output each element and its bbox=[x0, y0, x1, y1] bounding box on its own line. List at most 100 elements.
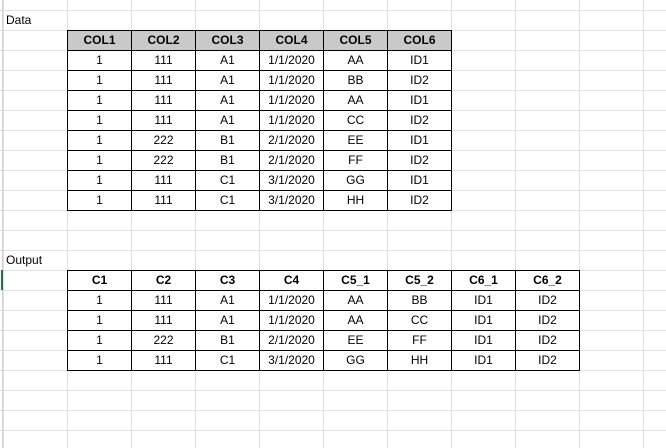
table-cell[interactable]: ID2 bbox=[515, 310, 580, 331]
table-cell[interactable]: EE bbox=[323, 330, 388, 351]
table-cell[interactable]: 1 bbox=[67, 310, 132, 331]
table-cell[interactable]: GG bbox=[323, 170, 388, 191]
table-cell[interactable]: ID1 bbox=[387, 90, 452, 111]
table-cell[interactable]: HH bbox=[323, 190, 388, 211]
table-cell[interactable]: ID2 bbox=[515, 290, 580, 311]
table-cell[interactable]: 111 bbox=[131, 310, 196, 331]
table-cell[interactable]: 1 bbox=[67, 70, 132, 91]
table-cell[interactable]: 111 bbox=[131, 290, 196, 311]
table-cell[interactable]: 1 bbox=[67, 110, 132, 131]
table-cell[interactable]: 222 bbox=[131, 130, 196, 151]
table-cell[interactable]: GG bbox=[323, 350, 388, 371]
table-cell[interactable]: A1 bbox=[195, 290, 260, 311]
table-cell[interactable]: 3/1/2020 bbox=[259, 350, 324, 371]
table-cell[interactable]: ID1 bbox=[387, 130, 452, 151]
table-cell[interactable]: 111 bbox=[131, 350, 196, 371]
table-cell[interactable]: 2/1/2020 bbox=[259, 150, 324, 171]
column-header[interactable]: C4 bbox=[259, 270, 324, 291]
table-cell[interactable]: 1/1/2020 bbox=[259, 290, 324, 311]
table-cell[interactable]: 111 bbox=[131, 50, 196, 71]
table-cell[interactable]: 1 bbox=[67, 350, 132, 371]
table-cell[interactable]: 3/1/2020 bbox=[259, 190, 324, 211]
column-header[interactable]: COL2 bbox=[131, 30, 196, 51]
table-cell[interactable]: 2/1/2020 bbox=[259, 130, 324, 151]
table-cell[interactable]: ID1 bbox=[451, 350, 516, 371]
column-header[interactable]: COL3 bbox=[195, 30, 260, 51]
table-cell[interactable]: B1 bbox=[195, 150, 260, 171]
column-header[interactable]: C6_2 bbox=[515, 270, 580, 291]
table-row: 1 222 B1 2/1/2020 FF ID2 bbox=[67, 150, 452, 171]
output-label-cell[interactable]: Output bbox=[6, 253, 43, 267]
table-cell[interactable]: 111 bbox=[131, 90, 196, 111]
table-cell[interactable]: ID2 bbox=[515, 350, 580, 371]
table-cell[interactable]: CC bbox=[323, 110, 388, 131]
table-cell[interactable]: 111 bbox=[131, 70, 196, 91]
column-header[interactable]: COL5 bbox=[323, 30, 388, 51]
table-cell[interactable]: ID1 bbox=[387, 170, 452, 191]
column-header[interactable]: COL4 bbox=[259, 30, 324, 51]
table-cell[interactable]: 1/1/2020 bbox=[259, 70, 324, 91]
column-header[interactable]: COL6 bbox=[387, 30, 452, 51]
table-cell[interactable]: 111 bbox=[131, 110, 196, 131]
table-cell[interactable]: ID2 bbox=[387, 190, 452, 211]
table-cell[interactable]: 1 bbox=[67, 170, 132, 191]
table-cell[interactable]: 1 bbox=[67, 130, 132, 151]
table-cell[interactable]: 2/1/2020 bbox=[259, 330, 324, 351]
table-cell[interactable]: AA bbox=[323, 290, 388, 311]
column-header[interactable]: C5_2 bbox=[387, 270, 452, 291]
table-cell[interactable]: 1/1/2020 bbox=[259, 50, 324, 71]
table-cell[interactable]: EE bbox=[323, 130, 388, 151]
column-header[interactable]: C5_1 bbox=[323, 270, 388, 291]
table-cell[interactable]: BB bbox=[323, 70, 388, 91]
table-cell[interactable]: ID1 bbox=[387, 50, 452, 71]
table-cell[interactable]: 111 bbox=[131, 170, 196, 191]
table-cell[interactable]: 1/1/2020 bbox=[259, 310, 324, 331]
table-cell[interactable]: ID2 bbox=[387, 150, 452, 171]
table-cell[interactable]: 1 bbox=[67, 50, 132, 71]
table-cell[interactable]: 222 bbox=[131, 330, 196, 351]
table-cell[interactable]: AA bbox=[323, 90, 388, 111]
table-cell[interactable]: A1 bbox=[195, 310, 260, 331]
table-cell[interactable]: B1 bbox=[195, 330, 260, 351]
table-cell[interactable]: B1 bbox=[195, 130, 260, 151]
table-cell[interactable]: 1 bbox=[67, 150, 132, 171]
table-row: 1 111 A1 1/1/2020 BB ID2 bbox=[67, 70, 452, 91]
table-cell[interactable]: C1 bbox=[195, 350, 260, 371]
table-cell[interactable]: 1/1/2020 bbox=[259, 110, 324, 131]
table-cell[interactable]: ID1 bbox=[451, 290, 516, 311]
table-cell[interactable]: CC bbox=[387, 310, 452, 331]
table-cell[interactable]: ID1 bbox=[451, 310, 516, 331]
table-cell[interactable]: ID2 bbox=[387, 70, 452, 91]
column-header[interactable]: C3 bbox=[195, 270, 260, 291]
table-cell[interactable]: HH bbox=[387, 350, 452, 371]
column-header[interactable]: C2 bbox=[131, 270, 196, 291]
table-cell[interactable]: FF bbox=[387, 330, 452, 351]
table-cell[interactable]: 1 bbox=[67, 90, 132, 111]
column-header[interactable]: C6_1 bbox=[451, 270, 516, 291]
table-row: 1 111 A1 1/1/2020 AA BB ID1 ID2 bbox=[67, 290, 580, 311]
table-cell[interactable]: 111 bbox=[131, 190, 196, 211]
table-cell[interactable]: A1 bbox=[195, 90, 260, 111]
table-cell[interactable]: C1 bbox=[195, 190, 260, 211]
table-cell[interactable]: ID2 bbox=[515, 330, 580, 351]
table-cell[interactable]: AA bbox=[323, 50, 388, 71]
table-cell[interactable]: 1 bbox=[67, 330, 132, 351]
table-cell[interactable]: AA bbox=[323, 310, 388, 331]
table-cell[interactable]: 1/1/2020 bbox=[259, 90, 324, 111]
table-cell[interactable]: 222 bbox=[131, 150, 196, 171]
column-header[interactable]: COL1 bbox=[67, 30, 132, 51]
table-cell[interactable]: A1 bbox=[195, 70, 260, 91]
table-cell[interactable]: BB bbox=[387, 290, 452, 311]
table-cell[interactable]: 1 bbox=[67, 290, 132, 311]
table-cell[interactable]: FF bbox=[323, 150, 388, 171]
data-label-cell[interactable]: Data bbox=[6, 13, 32, 27]
table-cell[interactable]: ID1 bbox=[451, 330, 516, 351]
table-cell[interactable]: C1 bbox=[195, 170, 260, 191]
table-cell[interactable]: 3/1/2020 bbox=[259, 170, 324, 191]
table-cell[interactable]: 1 bbox=[67, 190, 132, 211]
table-cell[interactable]: A1 bbox=[195, 110, 260, 131]
table-cell[interactable]: A1 bbox=[195, 50, 260, 71]
sheet-left-edge bbox=[2, 0, 3, 448]
column-header[interactable]: C1 bbox=[67, 270, 132, 291]
table-cell[interactable]: ID2 bbox=[387, 110, 452, 131]
